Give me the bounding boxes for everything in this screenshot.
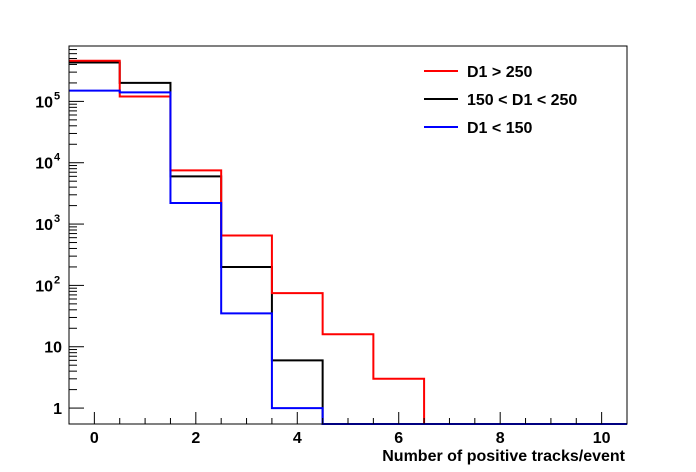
legend: D1 > 250 150 < D1 < 250 D1 < 150 [424, 64, 577, 137]
legend-label: D1 > 250 [467, 64, 532, 81]
y-tick-label: 10 [35, 278, 53, 295]
x-tick-label: 0 [90, 430, 99, 447]
y-tick-exponent: 4 [54, 152, 61, 164]
legend-label: D1 < 150 [467, 120, 532, 137]
y-tick-exponent: 5 [54, 90, 60, 102]
y-tick-label: 10 [35, 217, 53, 234]
y-tick-label: 1 [53, 401, 62, 418]
x-axis-title: Number of positive tracks/event [382, 448, 625, 465]
x-tick-label: 6 [394, 430, 403, 447]
y-tick-label: 10 [35, 94, 53, 111]
y-tick-label: 10 [44, 340, 62, 357]
x-tick-label: 2 [191, 430, 200, 447]
legend-label: 150 < D1 < 250 [467, 92, 577, 109]
x-tick-label: 4 [293, 430, 302, 447]
series-layer [69, 59, 627, 425]
y-tick-label: 10 [35, 156, 53, 173]
y-tick-exponent: 2 [54, 274, 60, 286]
series-line-d1-250 [69, 59, 627, 425]
x-tick-label: 10 [593, 430, 611, 447]
series-line-150-d1-250 [69, 61, 627, 425]
series-line-d1-150 [69, 89, 627, 425]
x-axis: 0 2 4 6 8 10 [68, 412, 628, 447]
x-tick-label: 8 [496, 430, 505, 447]
y-tick-exponent: 3 [54, 213, 60, 225]
